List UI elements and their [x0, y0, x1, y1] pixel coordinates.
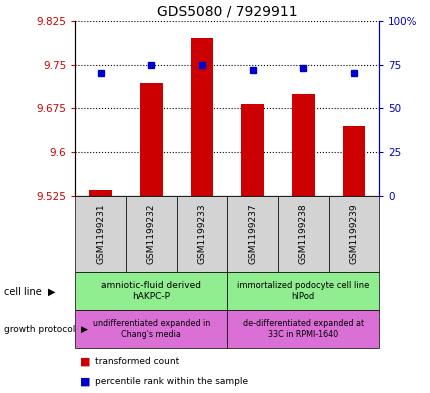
Text: amniotic-fluid derived
hAKPC-P: amniotic-fluid derived hAKPC-P	[101, 281, 201, 301]
Text: transformed count: transformed count	[95, 357, 178, 366]
Text: growth protocol  ▶: growth protocol ▶	[4, 325, 88, 334]
Bar	[241, 104, 264, 196]
Text: GSM1199237: GSM1199237	[248, 204, 257, 264]
Text: immortalized podocyte cell line
hIPod: immortalized podocyte cell line hIPod	[237, 281, 369, 301]
Bar	[140, 83, 163, 196]
Bar	[291, 94, 314, 196]
Bar	[342, 126, 365, 196]
Title: GDS5080 / 7929911: GDS5080 / 7929911	[157, 4, 297, 18]
Text: undifferentiated expanded in
Chang's media: undifferentiated expanded in Chang's med…	[92, 319, 209, 339]
Text: percentile rank within the sample: percentile rank within the sample	[95, 377, 247, 386]
Bar	[89, 190, 112, 196]
Text: cell line  ▶: cell line ▶	[4, 286, 55, 296]
Text: ■: ■	[80, 356, 90, 366]
Text: GSM1199232: GSM1199232	[147, 204, 156, 264]
Text: ■: ■	[80, 377, 90, 387]
Text: GSM1199231: GSM1199231	[96, 204, 105, 264]
Text: GSM1199239: GSM1199239	[349, 204, 358, 264]
Bar	[190, 38, 213, 196]
Text: GSM1199233: GSM1199233	[197, 204, 206, 264]
Text: de-differentiated expanded at
33C in RPMI-1640: de-differentiated expanded at 33C in RPM…	[242, 319, 363, 339]
Text: GSM1199238: GSM1199238	[298, 204, 307, 264]
